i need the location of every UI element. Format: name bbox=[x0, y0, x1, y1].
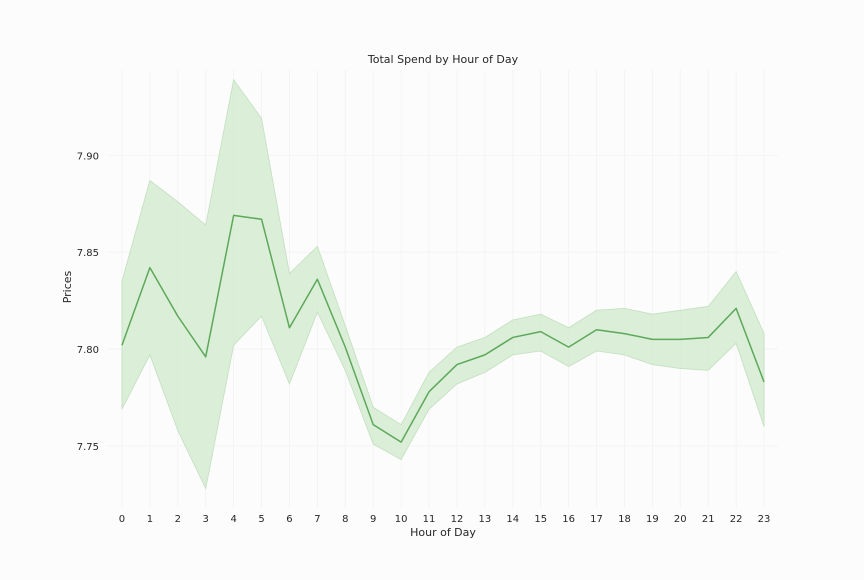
x-tick-label: 3 bbox=[203, 514, 209, 525]
x-tick-label: 10 bbox=[395, 514, 408, 525]
x-tick-label: 15 bbox=[534, 514, 547, 525]
y-tick-label: 7.80 bbox=[77, 345, 99, 356]
confidence-band bbox=[121, 78, 765, 490]
x-tick-label: 17 bbox=[590, 514, 603, 525]
line-layer bbox=[121, 214, 765, 443]
x-tick-label: 5 bbox=[258, 514, 264, 525]
chart-title: Total Spend by Hour of Day bbox=[367, 53, 519, 66]
y-tick-labels: 7.75 7.80 7.85 7.90 bbox=[77, 151, 99, 453]
x-tick-label: 18 bbox=[618, 514, 631, 525]
x-tick-label: 1 bbox=[147, 514, 153, 525]
x-tick-label: 7 bbox=[314, 514, 320, 525]
y-tick-label: 7.90 bbox=[77, 151, 99, 162]
confidence-band-layer bbox=[121, 78, 765, 490]
y-axis-label: Prices bbox=[61, 270, 74, 303]
x-tick-label: 16 bbox=[562, 514, 575, 525]
x-tick-label: 4 bbox=[230, 514, 236, 525]
x-axis-label: Hour of Day bbox=[410, 526, 476, 539]
series-line bbox=[121, 214, 765, 443]
x-tick-label: 21 bbox=[702, 514, 715, 525]
y-tick-label: 7.85 bbox=[77, 248, 99, 259]
x-tick-label: 20 bbox=[674, 514, 687, 525]
x-tick-label: 19 bbox=[646, 514, 659, 525]
x-tick-label: 12 bbox=[451, 514, 464, 525]
y-tick-label: 7.75 bbox=[77, 442, 99, 453]
x-tick-label: 2 bbox=[175, 514, 181, 525]
x-tick-label: 6 bbox=[286, 514, 292, 525]
x-tick-labels: 0 1 2 3 4 5 6 7 8 9 10 11 12 13 14 15 16 17 18 19 20 21 22 23 bbox=[119, 514, 771, 525]
x-tick-label: 13 bbox=[479, 514, 492, 525]
x-tick-label: 0 bbox=[119, 514, 125, 525]
x-tick-label: 22 bbox=[730, 514, 743, 525]
x-tick-label: 8 bbox=[342, 514, 348, 525]
x-tick-label: 14 bbox=[506, 514, 519, 525]
x-tick-label: 23 bbox=[758, 514, 771, 525]
x-tick-label: 9 bbox=[370, 514, 376, 525]
x-tick-label: 11 bbox=[423, 514, 436, 525]
